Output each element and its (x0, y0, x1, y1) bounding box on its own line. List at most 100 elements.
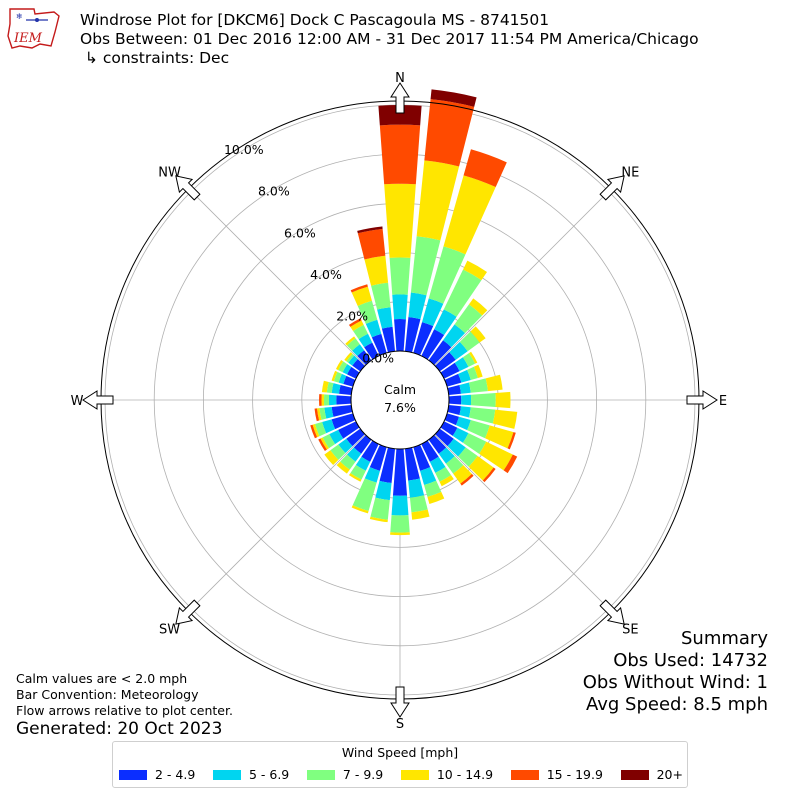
wind-bar-segment (370, 497, 390, 520)
wind-bar-segment (377, 307, 393, 329)
compass-label: SW (159, 622, 180, 637)
wind-bar-segment (310, 424, 318, 439)
wind-bar-segment (351, 505, 369, 514)
wind-bar-segment (470, 326, 486, 343)
wind-bar-segment (321, 394, 325, 406)
wind-bar-segment (485, 374, 503, 392)
wind-bar-segment (328, 394, 337, 406)
wind-bar-segment (348, 473, 362, 482)
compass-arrow-shape (82, 390, 114, 410)
wind-bar-segment (384, 183, 416, 258)
wind-bar-segment (394, 319, 406, 352)
wind-bar-segment (404, 316, 421, 353)
compass-arrow (82, 390, 114, 410)
wind-bar-segment (435, 352, 456, 372)
wind-bar-segment (355, 456, 371, 471)
compass-label: SE (622, 622, 638, 637)
wind-bar-segment (422, 298, 444, 327)
wind-bar-segment (458, 369, 471, 383)
wind-bar-segment (357, 226, 383, 234)
wind-bar-segment (390, 532, 410, 536)
legend-title: Wind Speed [mph] (341, 745, 459, 760)
wind-bar-segment (381, 326, 396, 353)
wind-bar-segment (392, 448, 408, 496)
iem-logo-text: IEM (13, 31, 43, 46)
wind-bar-segment (350, 320, 364, 331)
compass-label: N (395, 71, 405, 86)
wind-bar-segment (321, 380, 329, 393)
wind-bar-segment (353, 435, 372, 454)
compass-arrow-shape (390, 82, 410, 114)
wind-bar-segment (447, 404, 461, 416)
wind-bar-segment (369, 516, 388, 523)
wind-bar-segment (348, 355, 358, 366)
wind-bar-segment (379, 447, 396, 484)
wind-bar-segment (413, 322, 434, 356)
wind-bar-segment (443, 175, 496, 255)
wind-bar-segment (463, 260, 487, 281)
wind-bar-segment (507, 432, 516, 450)
compass-arrow-shape (175, 599, 201, 625)
wind-bar-segment (485, 425, 514, 449)
wind-bar-segment (409, 495, 428, 513)
wind-bar-segment (408, 292, 427, 320)
compass-arrow-shape (686, 390, 718, 410)
wind-bar-segment (338, 438, 353, 454)
wind-bar-segment (444, 373, 462, 387)
compass-arrow (686, 390, 718, 410)
legend-swatch (400, 769, 429, 780)
wind-bar-segment (346, 447, 362, 462)
wind-bar-segment (330, 444, 346, 460)
radial-tick-label: 8.0% (258, 184, 290, 199)
wind-bar-segment (347, 366, 360, 379)
wind-bar-segment (342, 364, 352, 375)
calm-label: Calm (384, 382, 416, 397)
wind-bar-segment (458, 447, 478, 467)
summary-avg-speed: Avg Speed: 8.5 mph (586, 694, 768, 715)
legend-items: 2 - 4.9 5 - 6.9 7 - 9.9 10 - 14.9 15 - 1… (119, 767, 683, 782)
wind-bar-segment (352, 478, 377, 512)
legend-item: 20+ (620, 767, 683, 782)
radial-tick-label: 6.0% (284, 225, 316, 240)
legend-label: 5 - 6.9 (248, 767, 290, 782)
title-line-1: Windrose Plot for [DKCM6] Dock C Pascago… (80, 11, 550, 29)
wind-bar-segment (503, 454, 518, 474)
wind-bar-segment (323, 394, 330, 406)
wind-bar-segment (312, 424, 320, 438)
wind-bar-segment (439, 475, 454, 487)
compass-label: S (396, 717, 404, 732)
radial-tick-label: 0.0% (362, 350, 394, 365)
wind-bar-segment (364, 342, 379, 360)
wind-bar-segment (462, 433, 487, 454)
grid-spoke (434, 188, 612, 366)
title-line-2: Obs Between: 01 Dec 2016 12:00 AM - 31 D… (80, 30, 699, 48)
wind-bar-segment (379, 124, 421, 185)
wind-bar-segment (473, 364, 483, 378)
wind-bar-segment (346, 353, 355, 363)
wind-bar-segment (454, 357, 469, 372)
wind-bar-segment (316, 408, 322, 421)
wind-bar-segment (357, 300, 378, 324)
wind-bar-segment (358, 333, 373, 348)
wind-bar-segment (331, 370, 338, 382)
wind-bar-segment (447, 438, 466, 457)
wind-bar-segment (364, 255, 389, 286)
wind-bar-segment (428, 340, 452, 365)
wind-bar-segment (479, 441, 513, 471)
radial-tick-label: 2.0% (336, 309, 368, 324)
wind-bar-segment (314, 408, 320, 422)
legend-label: 20+ (656, 767, 683, 782)
wind-bar-segment (320, 437, 329, 450)
legend-swatch (119, 769, 147, 780)
notes-block: Calm values are < 2.0 mph Bar Convention… (16, 671, 233, 719)
wind-bar-segment (329, 429, 344, 445)
wind-bar-segment (430, 89, 477, 107)
title-line-3: ↳ constraints: Dec (80, 49, 230, 67)
wind-bar-segment (331, 383, 341, 394)
legend-swatch (306, 769, 335, 780)
wind-bar-segment (369, 444, 387, 471)
flow-arrows-note: Flow arrows relative to plot center. (16, 703, 233, 718)
compass-arrow-shape (175, 175, 201, 201)
wind-bar-segment (389, 257, 411, 295)
wind-bar-segment (375, 480, 392, 501)
